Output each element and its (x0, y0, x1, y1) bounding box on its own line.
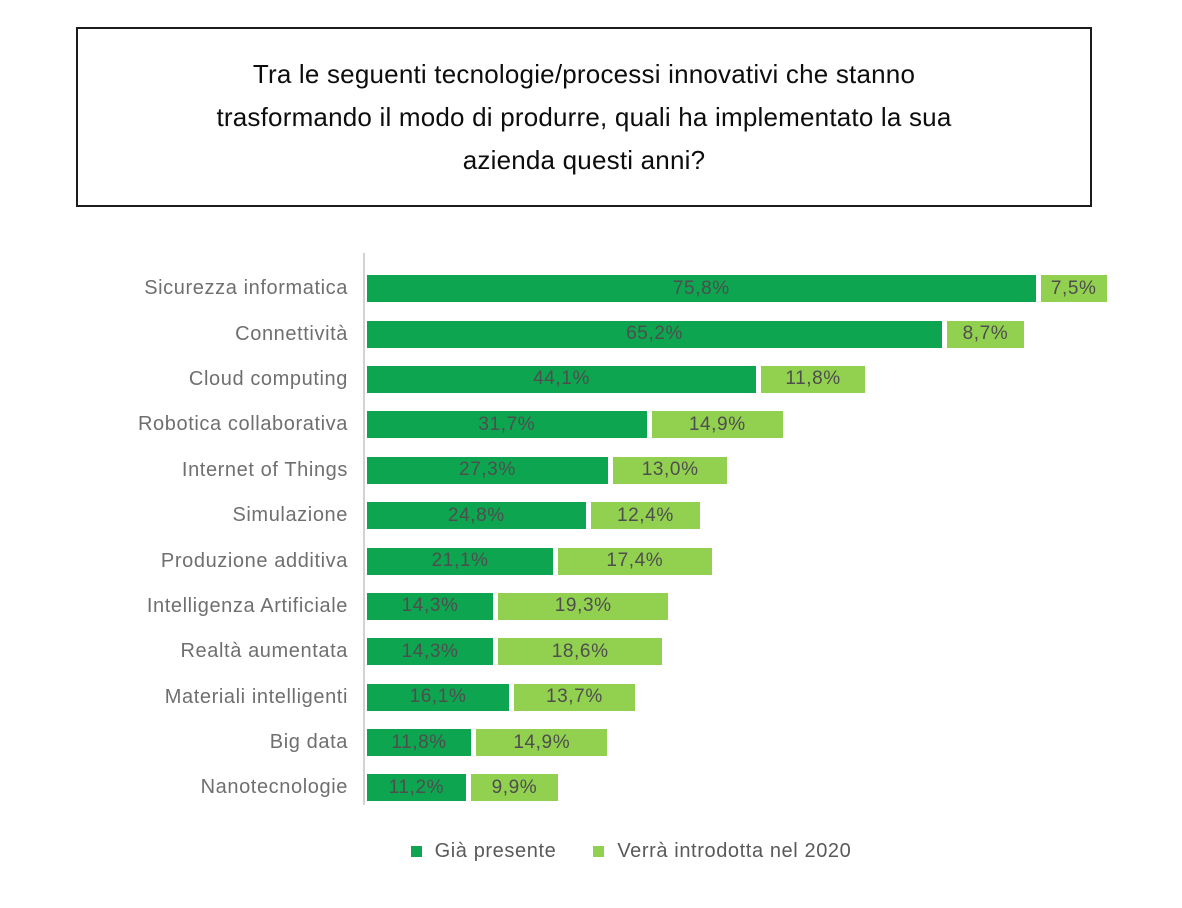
category-label: Simulazione (232, 504, 348, 527)
bar-group: 75,8% 7,5% (367, 275, 1107, 303)
bar-segment-verra-introdotta: 13,0% (612, 456, 728, 484)
bar-segment-gia-presente: 75,8% (367, 275, 1036, 303)
bar-segment-gia-presente: 24,8% (367, 502, 586, 530)
bar-value-label: 24,8% (447, 504, 505, 526)
bar-value-label: 44,1% (533, 368, 590, 390)
bar-value-label: 31,7% (478, 413, 536, 435)
bar-group: 14,3% 18,6% (367, 638, 663, 666)
category-label: Realtà aumentata (180, 640, 348, 663)
chart-row: Sicurezza informatica 75,8% 7,5% (0, 266, 1182, 311)
bar-value-label: 7,5% (1050, 277, 1097, 299)
chart-row: Internet of Things 27,3% 13,0% (0, 448, 1182, 493)
bar-segment-gia-presente: 14,3% (367, 592, 494, 620)
bar-value-label: 12,4% (616, 504, 674, 526)
category-label: Materiali intelligenti (164, 685, 348, 708)
bar-segment-verra-introdotta: 17,4% (558, 547, 712, 575)
bar-group: 27,3% 13,0% (367, 456, 728, 484)
bar-segment-verra-introdotta: 13,7% (514, 683, 635, 711)
bar-segment-gia-presente: 16,1% (367, 683, 509, 711)
bar-value-label: 21,1% (431, 550, 489, 572)
category-label: Produzione additiva (160, 549, 348, 572)
bar-group: 11,2% 9,9% (367, 774, 559, 802)
bar-segment-gia-presente: 65,2% (367, 320, 943, 348)
bar-value-label: 27,3% (458, 459, 516, 481)
chart-row: Big data 11,8% 14,9% (0, 720, 1182, 765)
chart-row: Produzione additiva 21,1% 17,4% (0, 538, 1182, 583)
bar-segment-gia-presente: 11,8% (367, 729, 472, 757)
bar-group: 11,8% 14,9% (367, 729, 608, 757)
category-label: Intelligenza Artificiale (146, 594, 348, 617)
bar-value-label: 13,0% (641, 459, 699, 481)
bar-group: 24,8% 12,4% (367, 502, 701, 530)
chart-legend: Già presente Verrà introdotta nel 2020 (40, 840, 1182, 863)
category-label: Big data (269, 731, 348, 754)
category-label: Cloud computing (188, 367, 348, 390)
legend-swatch-gia-presente-icon (410, 846, 422, 857)
category-label: Sicurezza informatica (144, 277, 348, 300)
bar-value-label: 75,8% (672, 277, 730, 299)
bar-segment-gia-presente: 31,7% (367, 411, 647, 439)
bar-value-label: 14,9% (513, 731, 571, 753)
category-label: Internet of Things (181, 458, 348, 481)
bar-segment-gia-presente: 21,1% (367, 547, 554, 575)
chart-row: Nanotecnologie 11,2% 9,9% (0, 765, 1182, 810)
question-box: Tra le seguenti tecnologie/processi inno… (76, 27, 1092, 207)
bar-segment-gia-presente: 27,3% (367, 456, 608, 484)
bar-group: 44,1% 11,8% (367, 365, 866, 393)
bar-group: 65,2% 8,7% (367, 320, 1024, 348)
category-label: Connettività (235, 322, 348, 345)
bar-value-label: 11,8% (785, 368, 841, 390)
axis-baseline (363, 253, 365, 805)
bar-group: 16,1% 13,7% (367, 683, 635, 711)
bar-segment-verra-introdotta: 9,9% (470, 774, 559, 802)
bar-segment-verra-introdotta: 14,9% (476, 729, 608, 757)
bar-segment-verra-introdotta: 19,3% (498, 592, 669, 620)
bar-group: 31,7% 14,9% (367, 411, 783, 439)
bar-segment-verra-introdotta: 7,5% (1040, 275, 1107, 303)
legend-item-gia-presente: Già presente (410, 840, 557, 863)
question-text: Tra le seguenti tecnologie/processi inno… (216, 58, 952, 175)
bar-segment-verra-introdotta: 12,4% (590, 502, 701, 530)
bar-value-label: 8,7% (962, 323, 1009, 345)
legend-label: Già presente (434, 840, 557, 862)
bar-value-label: 11,8% (391, 731, 447, 753)
bar-segment-gia-presente: 44,1% (367, 365, 756, 393)
bar-segment-gia-presente: 11,2% (367, 774, 466, 802)
chart-row: Realtà aumentata 14,3% 18,6% (0, 629, 1182, 674)
bar-value-label: 17,4% (606, 550, 664, 572)
category-label: Nanotecnologie (200, 776, 348, 799)
bar-value-label: 11,2% (388, 776, 445, 798)
chart-row: Robotica collaborativa 31,7% 14,9% (0, 402, 1182, 447)
bar-value-label: 9,9% (491, 776, 538, 798)
bar-value-label: 19,3% (554, 595, 612, 617)
chart-row: Simulazione 24,8% 12,4% (0, 493, 1182, 538)
bar-group: 14,3% 19,3% (367, 592, 669, 620)
category-label: Robotica collaborativa (138, 413, 348, 436)
legend-item-verra-introdotta: Verrà introdotta nel 2020 (593, 840, 851, 863)
bar-value-label: 16,1% (409, 686, 467, 708)
bar-value-label: 14,9% (688, 413, 746, 435)
chart-row: Cloud computing 44,1% 11,8% (0, 357, 1182, 402)
bar-segment-gia-presente: 14,3% (367, 638, 494, 666)
bar-group: 21,1% 17,4% (367, 547, 712, 575)
bar-value-label: 18,6% (551, 640, 609, 662)
legend-label: Verrà introdotta nel 2020 (617, 840, 852, 862)
legend-swatch-verra-introdotta-icon (593, 846, 605, 857)
stacked-bar-chart: Sicurezza informatica 75,8% 7,5% Connettivi… (0, 266, 1182, 811)
bar-segment-verra-introdotta: 8,7% (947, 320, 1024, 348)
bar-segment-verra-introdotta: 14,9% (651, 411, 783, 439)
bar-value-label: 13,7% (545, 686, 603, 708)
chart-row: Intelligenza Artificiale 14,3% 19,3% (0, 584, 1182, 629)
bar-value-label: 14,3% (401, 595, 459, 617)
bar-segment-verra-introdotta: 11,8% (761, 365, 866, 393)
bar-value-label: 14,3% (401, 640, 459, 662)
chart-row: Materiali intelligenti 16,1% 13,7% (0, 675, 1182, 720)
bar-segment-verra-introdotta: 18,6% (498, 638, 663, 666)
chart-row: Connettività 65,2% 8,7% (0, 311, 1182, 356)
bar-value-label: 65,2% (626, 323, 683, 345)
